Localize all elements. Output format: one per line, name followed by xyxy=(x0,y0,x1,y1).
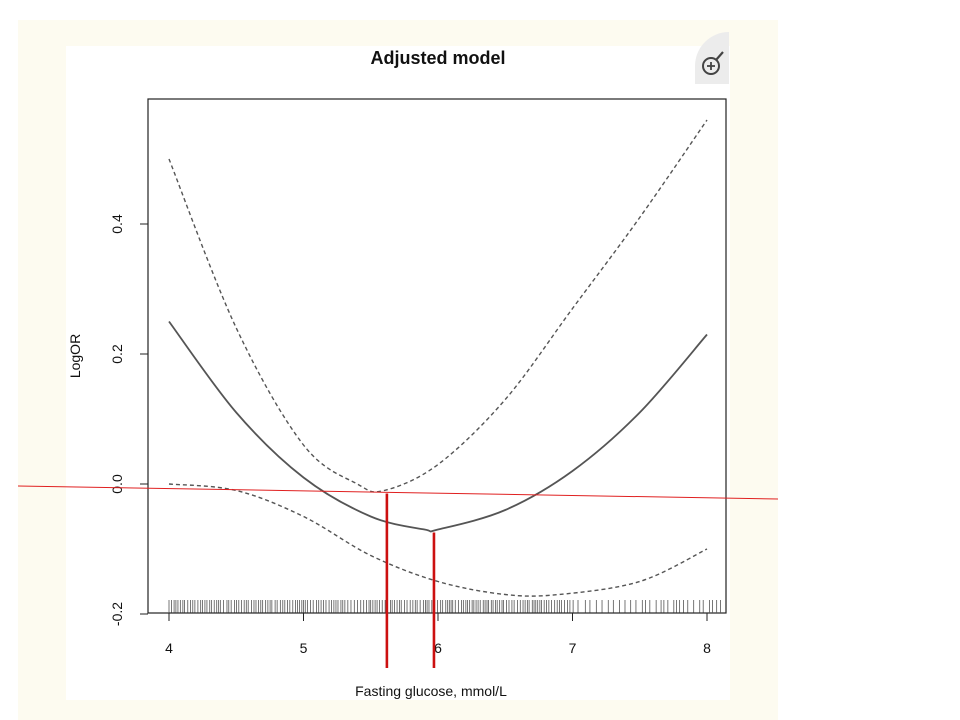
chart-title: Adjusted model xyxy=(370,48,505,68)
rug xyxy=(168,600,721,613)
y-tick-label: 0.0 xyxy=(109,474,125,494)
x-tick-label: 5 xyxy=(300,640,308,656)
y-tick-label: 0.4 xyxy=(109,214,125,234)
x-axis-label: Fasting glucose, mmol/L xyxy=(355,683,507,699)
red-reference-line xyxy=(17,485,779,500)
annotations xyxy=(17,485,779,668)
x-axis: 4 5 6 7 8 xyxy=(165,612,711,656)
x-tick-label: 8 xyxy=(703,640,711,656)
y-axis-label: LogOR xyxy=(67,334,83,378)
series-lines xyxy=(168,119,708,597)
y-tick-label: 0.2 xyxy=(109,344,125,364)
estimate-line xyxy=(168,320,708,533)
y-axis: -0.2 0.0 0.2 0.4 xyxy=(109,214,148,626)
x-tick-label: 6 xyxy=(434,640,442,656)
x-tick-label: 7 xyxy=(569,640,577,656)
y-tick-label: -0.2 xyxy=(109,602,125,626)
zoom-button[interactable] xyxy=(695,32,729,84)
figure-card xyxy=(66,46,730,700)
x-tick-label: 4 xyxy=(165,640,173,656)
zoom-in-icon xyxy=(702,51,724,75)
ci-line-1 xyxy=(168,119,708,493)
ci-line-2 xyxy=(168,483,708,597)
